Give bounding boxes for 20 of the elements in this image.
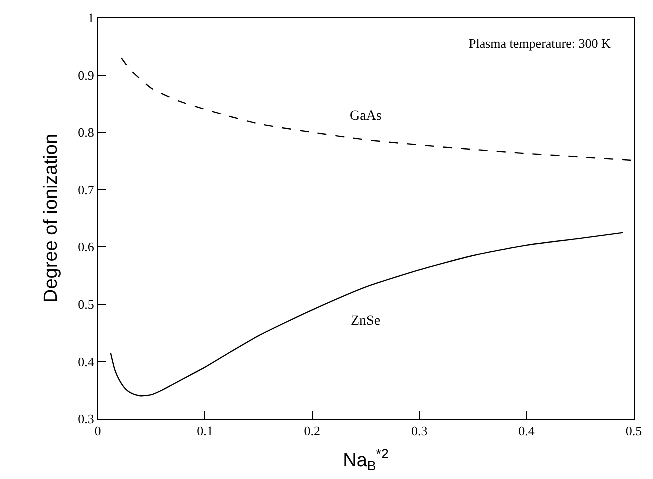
x-tick-label: 0.4 — [518, 424, 536, 439]
y-tick-label: 0.5 — [78, 296, 94, 312]
y-tick-label: 0.7 — [78, 182, 95, 198]
y-tick-label: 0.8 — [78, 125, 94, 140]
y-tick-label: 1 — [88, 10, 94, 26]
x-tick-label: 0.5 — [626, 424, 642, 439]
y-tick-label: 0.9 — [78, 68, 94, 83]
x-tick-label: 0.1 — [197, 424, 214, 439]
series-label: ZnSe — [351, 314, 381, 329]
y-axis-title: Degree of ionization — [41, 134, 62, 303]
annotation: Plasma temperature: 300 K — [469, 36, 612, 51]
line-series — [120, 58, 634, 162]
y-tick-label: 0.6 — [78, 240, 95, 255]
x-tick-label: 0.2 — [304, 424, 321, 439]
line-series — [110, 232, 624, 397]
x-tick-label: 0 — [94, 424, 102, 439]
series-label: GaAs — [350, 109, 382, 124]
x-tick-label: 0.3 — [411, 424, 428, 439]
y-tick-label: 0.3 — [78, 412, 94, 427]
y-tick-label: 0.4 — [78, 354, 95, 370]
